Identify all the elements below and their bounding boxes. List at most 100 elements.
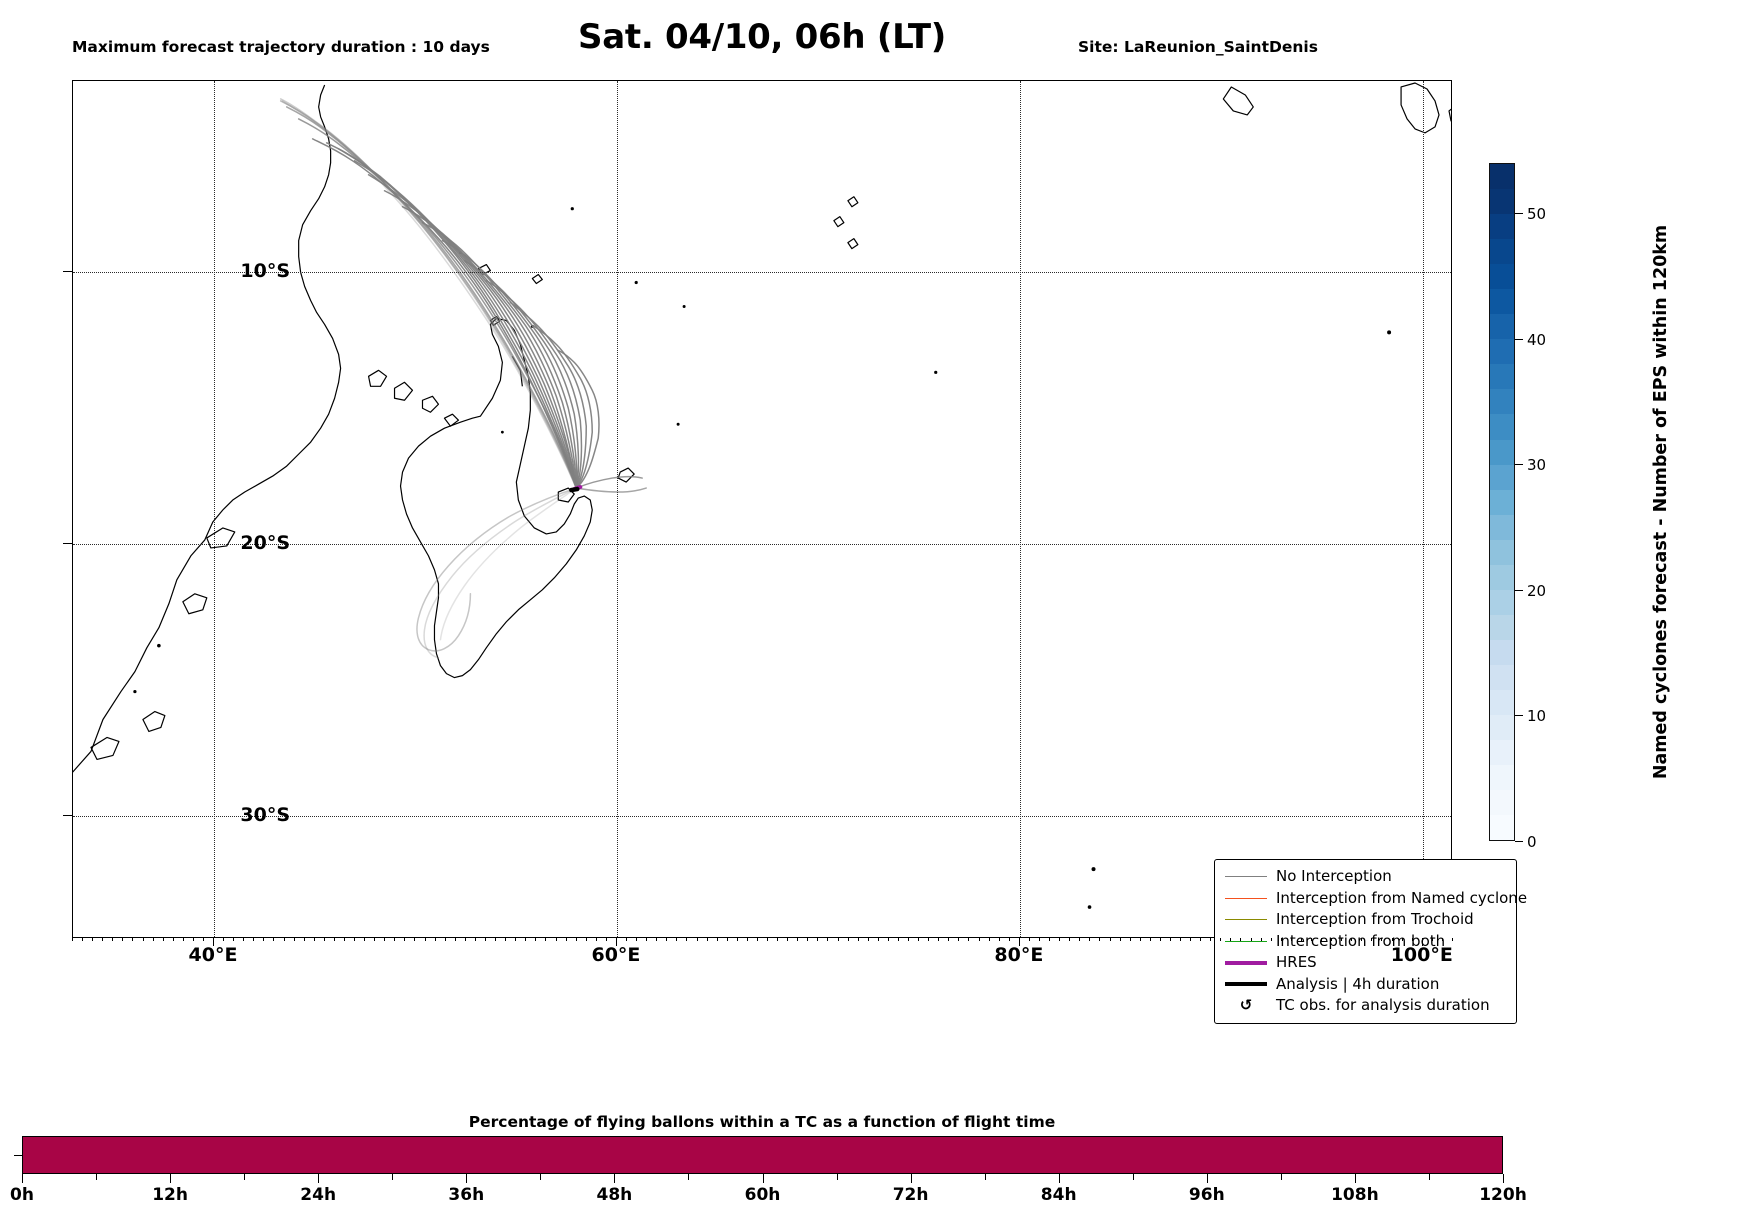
map-ytick-label: 10°S	[240, 259, 290, 282]
legend-row[interactable]: Interception from Trochoid	[1221, 909, 1508, 931]
map-xtick-minor	[1421, 938, 1423, 941]
annotation-site: Site: LaReunion_SaintDenis	[1078, 38, 1318, 56]
colorbar-segment	[1490, 614, 1514, 640]
colorbar-segment	[1490, 764, 1514, 790]
map-xtick-minor	[787, 938, 789, 941]
map-xtick-minor	[988, 938, 990, 941]
map-xtick-minor	[666, 938, 668, 941]
colorbar-segment	[1490, 639, 1514, 665]
legend-row[interactable]: Interception from Named cyclone	[1221, 888, 1527, 910]
map-xtick-minor	[908, 938, 910, 941]
map-xtick-minor	[1079, 938, 1081, 941]
map-xtick-minor	[545, 938, 547, 941]
map-xtick-minor	[676, 938, 678, 941]
map-xtick-minor	[182, 938, 184, 941]
map-xtick-minor	[1310, 938, 1312, 941]
legend-row[interactable]: No Interception	[1221, 866, 1508, 888]
map-xtick-label: 80°E	[994, 944, 1044, 966]
legend-row[interactable]: ↺ TC obs. for analysis duration	[1221, 995, 1508, 1017]
colorbar-segment	[1490, 264, 1514, 290]
legend-row[interactable]: Interception from both	[1221, 931, 1508, 953]
colorbar-tick-label: 10	[1527, 707, 1547, 726]
colorbar-segment	[1490, 289, 1514, 315]
colorbar-gradient	[1489, 163, 1515, 841]
map-xtick-minor	[1391, 938, 1393, 941]
percentage-bar-tick-minor	[392, 1174, 394, 1180]
map-xtick-minor	[1109, 938, 1111, 941]
percentage-bar-tick-minor	[540, 1174, 542, 1180]
map-xtick	[1421, 938, 1423, 946]
map-xtick-minor	[303, 938, 305, 941]
colorbar-segment	[1490, 489, 1514, 515]
legend-row[interactable]: Analysis | 4h duration	[1221, 974, 1508, 996]
map-xtick-minor	[132, 938, 134, 941]
map-gridline-lat	[73, 816, 1451, 818]
colorbar-segment	[1490, 564, 1514, 590]
map-xtick-minor	[1321, 938, 1323, 941]
map-xtick-minor	[716, 938, 718, 941]
percentage-bar-tick-label: 96h	[1188, 1185, 1225, 1205]
map-xtick-label: 60°E	[591, 944, 641, 966]
colorbar-title: Named cyclones forecast - Number of EPS …	[1646, 163, 1676, 841]
map-xtick-minor	[615, 938, 617, 941]
map-xtick-minor	[172, 938, 174, 941]
colorbar-segment	[1490, 239, 1514, 265]
colorbar-segment	[1490, 689, 1514, 715]
legend-line-swatch	[1225, 876, 1267, 878]
map-xtick-minor	[1220, 938, 1222, 941]
map-xtick-minor	[877, 938, 879, 941]
percentage-bar-tick-minor	[1428, 1174, 1430, 1180]
map-legend: No Interception Interception from Named c…	[1214, 859, 1527, 1024]
legend-row[interactable]: HRES	[1221, 952, 1508, 974]
map-xtick-minor	[1230, 938, 1232, 941]
map-canvas	[73, 81, 1451, 937]
legend-label: Analysis | 4h duration	[1276, 974, 1440, 993]
colorbar-segment	[1490, 739, 1514, 765]
percentage-bar-tick-label: 84h	[1040, 1185, 1077, 1205]
map-xtick-minor	[243, 938, 245, 941]
map-xtick-minor	[313, 938, 315, 941]
colorbar-segment	[1490, 214, 1514, 240]
colorbar-segment	[1490, 789, 1514, 815]
map-xtick-minor	[414, 938, 416, 941]
legend-label: Interception from Trochoid	[1276, 910, 1474, 929]
map-xtick-minor	[827, 938, 829, 941]
map-xtick-minor	[1341, 938, 1343, 941]
colorbar-segment	[1490, 539, 1514, 565]
map-xtick-minor	[867, 938, 869, 941]
percentage-bar-tick-label: 120h	[1479, 1185, 1527, 1205]
percentage-bar-tick-minor	[984, 1174, 986, 1180]
percentage-bar-tick-minor	[1280, 1174, 1282, 1180]
map-xtick-minor	[404, 938, 406, 941]
map-xtick-minor	[636, 938, 638, 941]
colorbar-tick	[1515, 464, 1523, 466]
colorbar-segment	[1490, 164, 1514, 190]
map-xtick-minor	[1290, 938, 1292, 941]
map-xtick-minor	[354, 938, 356, 941]
percentage-bar-tick	[318, 1174, 320, 1183]
map-xtick-minor	[555, 938, 557, 941]
map-xtick-minor	[142, 938, 144, 941]
legend-line-swatch	[1225, 960, 1267, 965]
percentage-bar-tick	[1354, 1174, 1356, 1183]
map-xtick-minor	[122, 938, 124, 941]
colorbar-tick-label: 30	[1527, 456, 1547, 475]
map-vector-layer	[73, 82, 1451, 909]
map-xtick-minor	[1059, 938, 1061, 941]
map-ytick	[63, 815, 72, 817]
map-xtick-minor	[887, 938, 889, 941]
legend-line-swatch	[1225, 897, 1267, 899]
colorbar-tick	[1515, 589, 1523, 591]
map-gridline-lon	[1422, 81, 1424, 937]
map-xtick-minor	[968, 938, 970, 941]
percentage-bar-tick-label: 48h	[596, 1185, 633, 1205]
map-xtick-minor	[515, 938, 517, 941]
colorbar[interactable]	[1489, 163, 1515, 841]
map-xtick-minor	[364, 938, 366, 941]
legend-label: HRES	[1276, 953, 1317, 972]
map-xtick-minor	[1210, 938, 1212, 941]
map-xtick	[1018, 938, 1020, 946]
map-xtick-minor	[646, 938, 648, 941]
colorbar-title-text: Named cyclones forecast - Number of EPS …	[1651, 224, 1671, 780]
legend-line-swatch	[1225, 940, 1267, 942]
